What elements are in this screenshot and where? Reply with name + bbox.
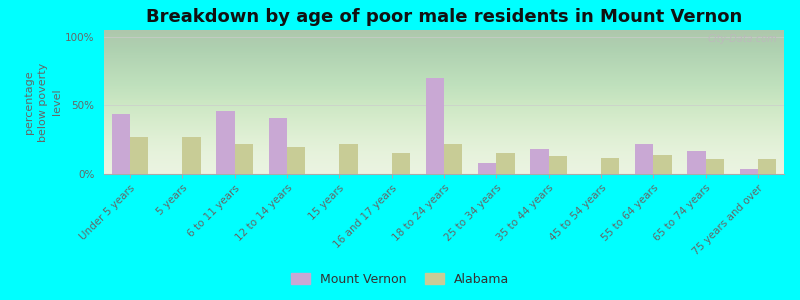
Bar — [182, 137, 201, 174]
Bar — [392, 153, 410, 174]
Bar — [654, 155, 671, 174]
Bar — [269, 118, 287, 174]
Bar — [496, 153, 514, 174]
Bar — [130, 137, 149, 174]
Bar — [635, 144, 654, 174]
Bar — [339, 144, 358, 174]
Title: Breakdown by age of poor male residents in Mount Vernon: Breakdown by age of poor male residents … — [146, 8, 742, 26]
Bar — [444, 144, 462, 174]
Bar — [112, 114, 130, 174]
Bar — [739, 169, 758, 174]
Y-axis label: percentage
below poverty
level: percentage below poverty level — [24, 62, 62, 142]
Bar — [478, 163, 496, 174]
Bar — [758, 159, 776, 174]
Bar — [549, 156, 567, 174]
Bar — [601, 158, 619, 174]
Bar — [217, 111, 234, 174]
Bar — [706, 159, 724, 174]
Bar — [234, 144, 253, 174]
Bar — [687, 151, 706, 174]
Bar — [287, 147, 306, 174]
Text: City-Data.com: City-Data.com — [707, 34, 778, 44]
Bar — [426, 78, 444, 174]
Bar — [530, 149, 549, 174]
Legend: Mount Vernon, Alabama: Mount Vernon, Alabama — [286, 268, 514, 291]
